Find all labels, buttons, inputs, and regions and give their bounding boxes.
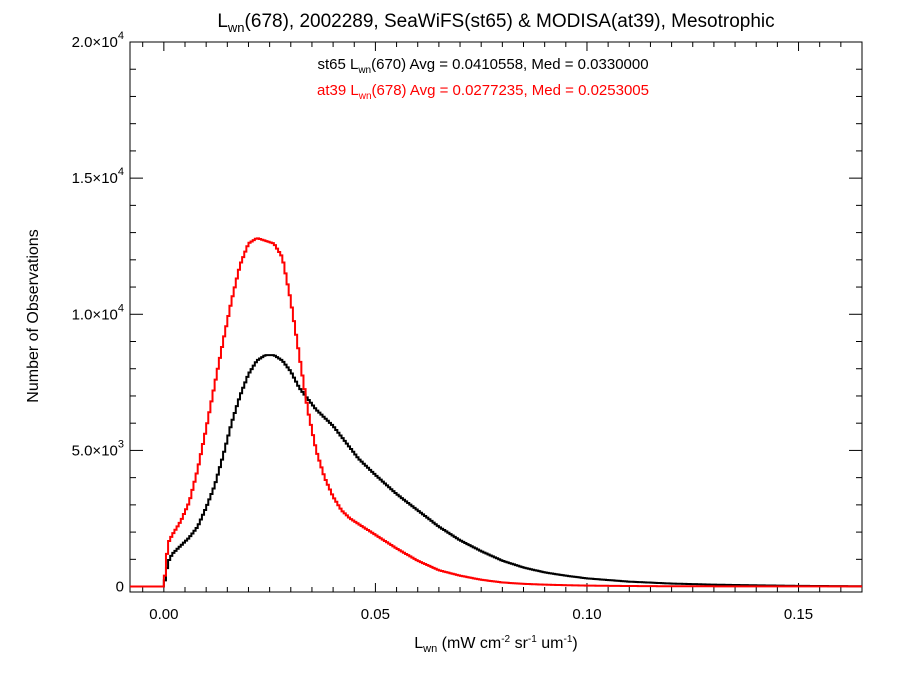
series-line-at39 [130, 237, 862, 588]
y-tick-label: 1.5×104 [72, 166, 124, 187]
series-line-st65 [130, 354, 862, 588]
x-tick-label: 0.10 [572, 606, 601, 623]
annotation-st65: st65 Lwn(670) Avg = 0.0410558, Med = 0.0… [317, 56, 648, 76]
chart-title-subscript: wn [227, 20, 245, 35]
chart-title: Lwn(678), 2002289, SeaWiFS(st65) & MODIS… [217, 11, 774, 35]
x-axis: 0.00 0.05 0.10 0.15 [142, 42, 863, 623]
x-tick-label: 0.05 [361, 606, 390, 623]
y-tick-label: 2.0×104 [72, 30, 124, 51]
y-tick-label: 0 [116, 579, 124, 596]
plot-frame [129, 41, 863, 593]
x-tick-label: 0.15 [784, 606, 813, 623]
y-axis: 0 5.0×103 1.0×104 1.5×104 2.0×104 [72, 30, 862, 596]
x-axis-label: Lwn (mW cm-2 sr-1 um-1) [414, 634, 577, 655]
y-axis-label: Number of Observations [25, 229, 42, 402]
series-group [130, 237, 862, 588]
y-tick-label: 1.0×104 [72, 302, 124, 323]
annotation-at39: at39 Lwn(678) Avg = 0.0277235, Med = 0.0… [317, 82, 649, 102]
x-tick-label: 0.00 [149, 606, 178, 623]
y-tick-label: 5.0×103 [72, 438, 124, 459]
